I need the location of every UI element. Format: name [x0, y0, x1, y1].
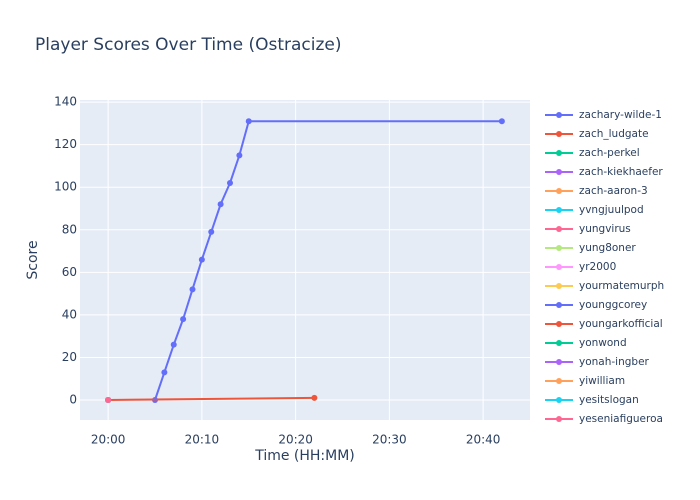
legend-label: younggcorey [579, 299, 647, 311]
y-tick-label: 100 [54, 180, 77, 194]
legend-marker [556, 169, 562, 175]
x-axis-title: Time (HH:MM) [254, 448, 355, 464]
legend-label: yonwond [579, 337, 627, 349]
chart-title: Player Scores Over Time (Ostracize) [35, 35, 342, 55]
legend-label: yr2000 [579, 261, 616, 273]
legend-marker [556, 321, 562, 327]
legend-item[interactable]: younggcorey [545, 299, 647, 311]
legend-marker [556, 416, 562, 422]
legend-label: yvngjuulpod [579, 204, 644, 216]
legend-label: yungvirus [579, 223, 631, 235]
grid [80, 100, 530, 420]
y-tick-label: 120 [54, 137, 77, 151]
legend-label: yourmatemurph [579, 280, 664, 292]
legend-label: zachary-wilde-1 [579, 109, 662, 121]
y-axis-title: Score [25, 240, 41, 279]
y-tick-label: 80 [62, 222, 77, 236]
legend-item[interactable]: youngarkofficial [545, 318, 663, 330]
legend-label: zach-perkel [579, 147, 640, 159]
legend-label: yonah-ingber [579, 356, 650, 368]
legend-item[interactable]: zach-aaron-3 [545, 185, 648, 197]
legend-item[interactable]: yvngjuulpod [545, 204, 644, 216]
legend-marker [556, 207, 562, 213]
legend-item[interactable]: yung8oner [545, 242, 636, 254]
legend-marker [556, 340, 562, 346]
plot [105, 118, 505, 403]
legend-label: zach-aaron-3 [579, 185, 648, 197]
y-tick-label: 140 [54, 95, 77, 109]
x-tick-label: 20:40 [466, 433, 501, 447]
legend-label: yeseniafigueroa [579, 413, 663, 425]
y-tick-label: 20 [62, 350, 77, 364]
legend-marker [556, 188, 562, 194]
legend-item[interactable]: yesitslogan [545, 394, 639, 406]
legend-label: youngarkofficial [579, 318, 663, 330]
x-tick-label: 20:10 [185, 433, 220, 447]
legend-label: yiwilliam [579, 375, 625, 387]
series-line [108, 396, 315, 401]
legend-item[interactable]: yr2000 [545, 261, 616, 273]
legend-marker [556, 150, 562, 156]
x-tick-label: 20:30 [372, 433, 407, 447]
legend-label: zach-kiekhaefer [579, 166, 663, 178]
legend-marker [556, 245, 562, 251]
legend-marker [556, 378, 562, 384]
legend-item[interactable]: zach_ludgate [545, 128, 649, 140]
point [311, 394, 318, 401]
legend-item[interactable]: yonah-ingber [545, 356, 650, 368]
legend-item[interactable]: yungvirus [545, 223, 631, 235]
legend-marker [556, 397, 562, 403]
legend-label: yesitslogan [579, 394, 639, 406]
series-line [154, 120, 502, 401]
legend-item[interactable]: yourmatemurph [545, 280, 664, 292]
legend-marker [556, 359, 562, 365]
legend-marker [556, 264, 562, 270]
legend-item[interactable]: zach-kiekhaefer [545, 166, 663, 178]
y-tick-label: 40 [62, 307, 77, 321]
y-tick-label: 60 [62, 265, 77, 279]
legend-item[interactable]: yonwond [545, 337, 627, 349]
x-tick-label: 20:00 [91, 433, 126, 447]
legend-marker [556, 283, 562, 289]
legend-marker [556, 302, 562, 308]
legend-marker [556, 131, 562, 137]
plot-area [80, 100, 530, 420]
y-tick-label: 0 [69, 393, 77, 407]
legend-marker [556, 226, 562, 232]
legend-item[interactable]: yeseniafigueroa [545, 413, 663, 425]
legend-item[interactable]: zach-perkel [545, 147, 640, 159]
legend-marker [556, 112, 562, 118]
legend-item[interactable]: yiwilliam [545, 375, 625, 387]
legend-item[interactable]: zachary-wilde-1 [545, 109, 662, 121]
x-tick-label: 20:20 [278, 433, 313, 447]
legend-label: yung8oner [579, 242, 636, 254]
legend-label: zach_ludgate [579, 128, 649, 140]
legend: zachary-wilde-1 zach_ludgate zach-perkel za… [545, 109, 664, 425]
point [105, 397, 112, 403]
